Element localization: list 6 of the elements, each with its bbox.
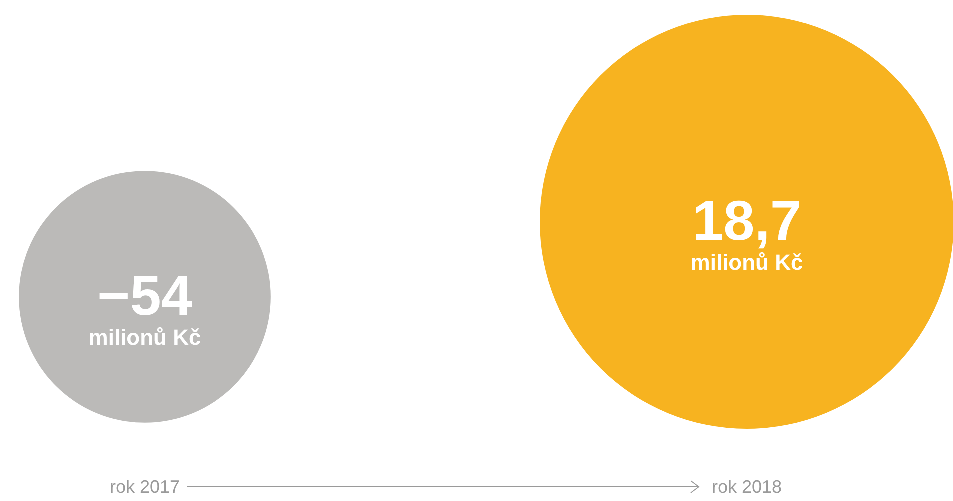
annotation: milionů Kč: [88, 325, 202, 350]
x-tick-label: rok 2017: [110, 477, 180, 497]
x-tick-label: rok 2018: [712, 477, 782, 497]
annotation: milionů Kč: [690, 250, 804, 275]
data-label: 18,7: [692, 189, 802, 252]
data-label: −54: [98, 264, 192, 327]
